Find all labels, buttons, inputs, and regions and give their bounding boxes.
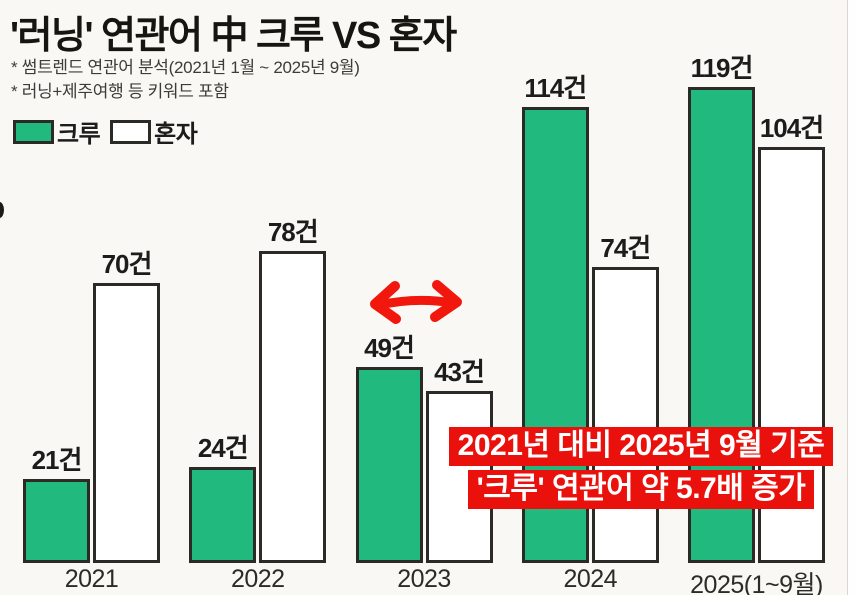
bar-value-label-alone-2023: 43건: [434, 357, 485, 387]
bar-value-label-alone-2024: 74건: [600, 233, 651, 263]
chart-legend: 크루 혼자: [13, 114, 207, 149]
note-line-1: * 썸트렌드 연관어 분석(2021년 1월 ~ 2025년 9월): [11, 58, 360, 77]
bar-value-label-alone-2025(1~9월): 104건: [759, 113, 824, 143]
bar-crew-2023: [355, 367, 423, 563]
x-axis-label-2025(1~9월): 2025(1~9월): [690, 571, 823, 595]
bar-alone-2024: [591, 267, 659, 563]
bar-crew-2021: [23, 479, 90, 563]
legend-label-alone: 혼자: [154, 121, 198, 148]
chart-notes: * 썸트렌드 연관어 분석(2021년 1월 ~ 2025년 9월) * 러닝+…: [11, 56, 360, 104]
x-axis-label-2021: 2021: [64, 565, 119, 593]
x-axis-label-2022: 2022: [230, 565, 285, 593]
chart-title: '러닝' 연관어 中 크루 VS 혼자: [10, 15, 457, 57]
red-double-arrow-icon: [370, 280, 462, 324]
right-margin-strip: [847, 0, 857, 595]
note-line-2: * 러닝+제주여행 등 키워드 포함: [11, 82, 229, 101]
bar-alone-2021: [93, 283, 160, 563]
bar-crew-2022: [189, 467, 257, 563]
x-axis-label-2023: 2023: [397, 565, 451, 593]
legend-swatch-alone: [110, 119, 152, 144]
bar-value-label-crew-2024: 114건: [524, 73, 587, 103]
bar-value-label-crew-2022: 24건: [197, 433, 249, 463]
callout-annotation: 2021년 대비 2025년 9월 기준 '크루' 연관어 약 5.7배 증가: [433, 427, 849, 509]
bar-value-label-crew-2021: 21건: [31, 445, 83, 475]
bar-value-label-alone-2021: 70건: [101, 249, 153, 279]
bar-value-label-crew-2023: 49건: [364, 333, 415, 363]
bar-value-label-alone-2022: 78건: [267, 217, 319, 247]
callout-line-1: 2021년 대비 2025년 9월 기준: [448, 427, 834, 466]
x-axis-label-2024: 2024: [563, 565, 618, 593]
left-edge-artifact: [0, 202, 4, 218]
bar-alone-2022: [259, 251, 327, 563]
bar-value-label-crew-2025(1~9월): 119건: [690, 53, 754, 83]
callout-line-2: '크루' 연관어 약 5.7배 증가: [467, 470, 815, 509]
legend-swatch-crew: [13, 119, 54, 144]
legend-label-crew: 크루: [57, 121, 101, 148]
